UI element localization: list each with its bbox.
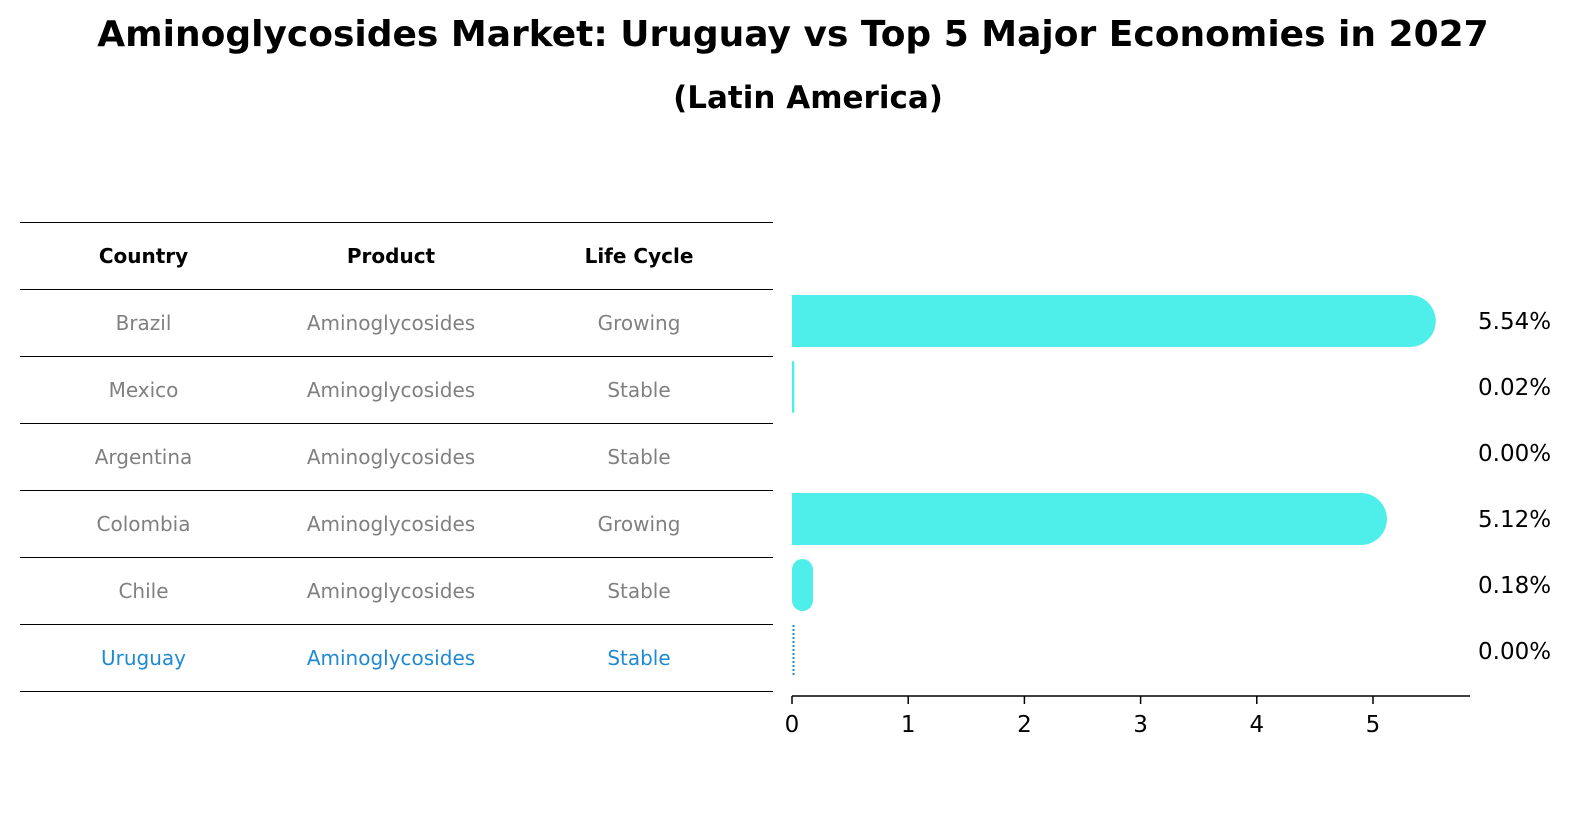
country-table: Country Product Life Cycle Brazil Aminog… xyxy=(20,222,773,692)
cell-life-cycle: Stable xyxy=(607,445,671,469)
cell-country: Brazil xyxy=(115,311,172,335)
bar-value-label: 5.12% xyxy=(1478,507,1551,533)
cell-country: Mexico xyxy=(108,378,179,402)
cell-product: Aminoglycosides xyxy=(306,378,476,402)
cell-country: Colombia xyxy=(96,512,191,536)
bar-value-label: 0.00% xyxy=(1478,639,1551,665)
table-row: Brazil Aminoglycosides Growing xyxy=(20,289,773,356)
table-row: Argentina Aminoglycosides Stable xyxy=(20,423,773,490)
x-tick-label: 4 xyxy=(1249,712,1264,738)
x-tick-label: 2 xyxy=(1017,712,1032,738)
chart-subtitle: (Latin America) xyxy=(673,80,943,116)
bar-value-label: 0.18% xyxy=(1478,573,1551,599)
cell-life-cycle: Stable xyxy=(607,579,671,603)
cell-country: Chile xyxy=(118,579,169,603)
cell-product: Aminoglycosides xyxy=(306,646,476,670)
header-product: Product xyxy=(346,244,436,268)
cell-product: Aminoglycosides xyxy=(306,445,476,469)
bar xyxy=(792,361,795,413)
bar xyxy=(792,559,813,611)
table-row: Chile Aminoglycosides Stable xyxy=(20,557,773,624)
header-life-cycle: Life Cycle xyxy=(584,244,694,268)
bar-value-label: 5.54% xyxy=(1478,309,1551,335)
x-tick-label: 1 xyxy=(901,712,916,738)
bar-value-label: 0.00% xyxy=(1478,441,1551,467)
bar-value-label: 0.02% xyxy=(1478,375,1551,401)
bar-body xyxy=(792,493,1361,545)
header-country: Country xyxy=(98,244,189,268)
chart-title: Aminoglycosides Market: Uruguay vs Top 5… xyxy=(97,14,1489,55)
bar-body xyxy=(792,295,1410,347)
x-tick-label: 0 xyxy=(785,712,800,738)
cell-life-cycle: Growing xyxy=(597,512,681,536)
cell-life-cycle: Growing xyxy=(597,311,681,335)
table-header-row: Country Product Life Cycle xyxy=(20,222,773,289)
cell-product: Aminoglycosides xyxy=(306,579,476,603)
table-row-highlighted: Uruguay Aminoglycosides Stable xyxy=(20,624,773,692)
x-tick-label: 3 xyxy=(1133,712,1148,738)
table-row: Colombia Aminoglycosides Growing xyxy=(20,490,773,557)
cell-life-cycle: Stable xyxy=(607,646,671,670)
cell-life-cycle: Stable xyxy=(607,378,671,402)
x-tick-label: 5 xyxy=(1366,712,1381,738)
cell-country: Uruguay xyxy=(101,646,186,670)
table-row: Mexico Aminoglycosides Stable xyxy=(20,356,773,423)
cell-product: Aminoglycosides xyxy=(306,311,476,335)
cell-product: Aminoglycosides xyxy=(306,512,476,536)
cell-country: Argentina xyxy=(94,445,193,469)
